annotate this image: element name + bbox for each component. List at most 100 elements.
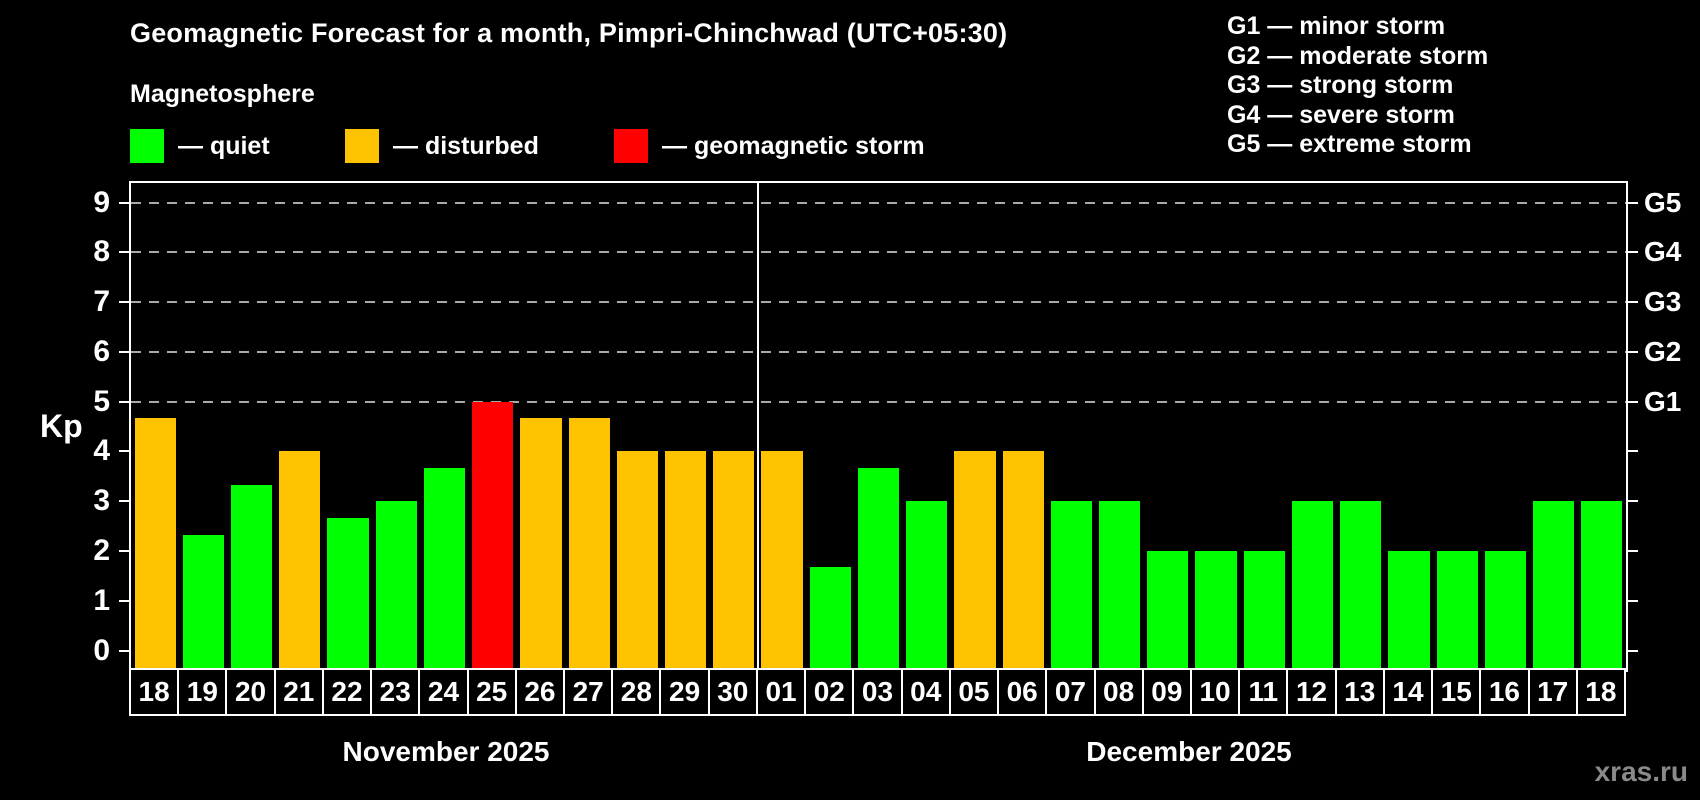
day-label-cell-18: 18 [129,668,180,716]
g-scale-legend: G1 — minor storm G2 — moderate storm G3 … [1227,12,1488,160]
left-axis-tick-2 [119,549,131,552]
kp-bar-07 [1050,501,1092,670]
kp-bar-17 [1533,501,1575,670]
left-axis-tick-5 [119,400,131,403]
y-axis-label-4: 4 [93,434,110,468]
left-axis-tick-4 [119,450,131,453]
g-legend-line-g5: G5 — extreme storm [1227,130,1472,159]
day-label-cell-29: 29 [659,668,710,716]
day-label-cell-03: 03 [852,668,903,716]
right-axis-label-g2: G2 [1644,335,1682,367]
legend-label-storm: — geomagnetic storm [662,131,925,160]
left-axis-tick-1 [119,599,131,602]
legend-item-storm: — geomagnetic storm [614,129,925,163]
kp-bar-08 [1099,501,1141,670]
gridline-kp5 [131,400,1626,403]
kp-bar-21 [279,451,321,670]
y-axis-label-9: 9 [93,185,110,219]
right-axis-label-g4: G4 [1644,236,1682,268]
kp-bar-19 [182,534,224,670]
gridline-kp9 [131,201,1626,204]
right-axis-tick-8 [1626,251,1638,254]
y-axis-label-0: 0 [93,633,110,667]
kp-bar-09 [1147,550,1189,670]
kp-bar-30 [713,451,755,670]
kp-bar-22 [327,517,369,670]
y-axis-label-5: 5 [93,384,110,418]
kp-bar-18 [1581,501,1623,670]
left-axis-tick-8 [119,251,131,254]
y-axis-label-7: 7 [93,285,110,319]
right-axis-tick-7 [1626,301,1638,304]
legend-item-disturbed: — disturbed [345,129,539,163]
day-label-cell-15: 15 [1431,668,1482,716]
right-axis-tick-3 [1626,500,1638,503]
kp-bar-04 [906,501,948,670]
disturbed-color-swatch [345,129,379,163]
chart-subtitle: Magnetosphere [130,80,315,108]
month-label-december: December 2025 [1086,736,1292,767]
kp-bar-02 [809,567,851,670]
kp-bar-14 [1388,550,1430,670]
day-label-cell-04: 04 [900,668,951,716]
g-legend-line-g1: G1 — minor storm [1227,12,1446,40]
right-axis-tick-9 [1626,201,1638,204]
right-axis-tick-4 [1626,450,1638,453]
day-label-cell-23: 23 [370,668,421,716]
kp-bar-05 [954,451,996,670]
kp-bar-15 [1436,550,1478,670]
day-label-cell-17: 17 [1527,668,1578,716]
page-title: Geomagnetic Forecast for a month, Pimpri… [130,18,1008,48]
y-axis-title: Kp [40,408,83,444]
legend-label-disturbed: — disturbed [393,131,539,160]
g-legend-line-g3: G3 — strong storm [1227,71,1454,100]
watermark: xras.ru [1594,756,1688,787]
month-label-november: November 2025 [342,736,550,767]
day-label-cell-22: 22 [321,668,373,716]
right-axis-tick-6 [1626,350,1638,353]
storm-color-swatch [614,129,648,163]
day-label-cell-16: 16 [1479,668,1530,716]
kp-bar-12 [1291,501,1334,670]
day-label-cell-06: 06 [997,668,1048,716]
right-axis-label-g3: G3 [1644,286,1682,318]
g-legend-line-g4: G4 — severe storm [1227,100,1455,129]
day-label-cell-02: 02 [804,668,855,716]
kp-bar-26 [520,418,562,670]
y-axis-label-2: 2 [93,533,110,567]
right-axis-label-g5: G5 [1644,186,1682,218]
day-label-cell-10: 10 [1189,668,1241,716]
right-axis-tick-5 [1626,400,1638,403]
kp-bar-18 [134,418,176,670]
y-axis-label-1: 1 [93,583,110,617]
legend-item-quiet: — quiet [130,129,270,163]
day-label-cell-08: 08 [1093,668,1144,716]
kp-bar-13 [1340,501,1382,670]
kp-bar-28 [616,451,658,670]
kp-bar-16 [1484,550,1527,670]
day-label-cell-25: 25 [466,668,517,716]
kp-bar-01 [761,451,803,670]
kp-bar-27 [568,418,610,670]
left-axis-tick-7 [119,301,131,304]
gridline-kp6 [131,350,1626,353]
gridline-kp7 [131,301,1626,304]
day-label-cell-19: 19 [177,668,228,716]
day-label-cell-01: 01 [755,668,807,716]
day-label-cell-14: 14 [1382,668,1434,716]
right-axis-label-g1: G1 [1644,385,1682,417]
day-label-cell-24: 24 [418,668,469,716]
day-label-cell-28: 28 [611,668,662,716]
quiet-color-swatch [130,129,164,163]
legend-label-quiet: — quiet [178,131,270,160]
left-axis-tick-6 [119,350,131,353]
day-label-cell-13: 13 [1334,668,1385,716]
day-label-cell-21: 21 [273,668,324,716]
y-axis-label-3: 3 [93,484,110,518]
y-axis-label-6: 6 [93,334,110,368]
kp-bar-03 [857,467,900,670]
left-axis-tick-9 [119,201,131,204]
left-axis-tick-3 [119,500,131,503]
y-axis-label-8: 8 [93,235,110,269]
